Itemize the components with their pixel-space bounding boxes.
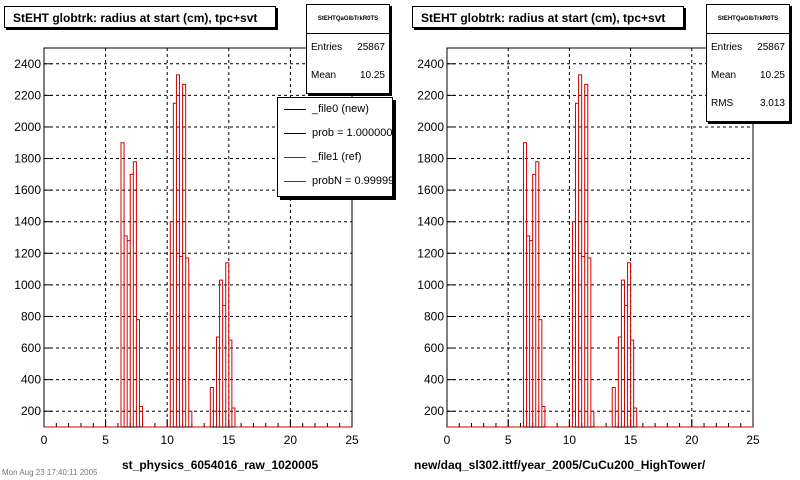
right-stats-name: StEHTQaGlbTrkR0TS — [707, 5, 789, 34]
right-x-tick-label: 10 — [563, 433, 577, 447]
right-y-tick-label: 1200 — [417, 246, 444, 260]
left-y-tick-label: 1600 — [14, 183, 41, 197]
left-x-tick-label: 5 — [102, 433, 109, 447]
right-stats-rms-row: RMS 3.013 — [707, 90, 789, 118]
left-chart-title: StEHT globtrk: radius at start (cm), tpc… — [4, 6, 276, 28]
right-y-tick-label: 1600 — [417, 183, 444, 197]
right-stats-mean-value: 10.25 — [759, 70, 785, 81]
right-stats-mean-label: Mean — [711, 70, 737, 81]
legend-swatch-ref — [284, 157, 306, 158]
right-y-tick-label: 600 — [424, 341, 444, 355]
right-y-tick-label: 200 — [424, 404, 444, 418]
left-stats-mean-row: Mean 10.25 — [307, 62, 389, 90]
right-y-tick-label: 400 — [424, 373, 444, 387]
left-y-tick-label: 600 — [21, 341, 41, 355]
left-stats-entries-row: Entries 25867 — [307, 34, 389, 62]
right-stats-rms-value: 3.013 — [759, 98, 785, 109]
right-stats-entries-label: Entries — [711, 42, 743, 53]
legend-label-probn: probN = 0.999999 — [312, 175, 393, 187]
legend-label-prob: prob = 1.000000 — [312, 127, 393, 139]
left-y-tick-label: 2000 — [14, 120, 41, 134]
timestamp-footer: Mon Aug 23 17:40:11 2005 — [2, 468, 98, 477]
right-x-tick-label: 0 — [444, 433, 451, 447]
legend-swatch-new — [284, 109, 306, 110]
legend-item-new: _file0 (new) — [278, 98, 392, 122]
legend-item-probn: probN = 0.999999 — [278, 170, 392, 194]
left-stats-mean-value: 10.25 — [359, 70, 385, 81]
left-stats-box: StEHTQaGlbTrkR0TS Entries 25867 Mean 10.… — [306, 4, 390, 94]
legend-item-prob: prob = 1.000000 — [278, 122, 392, 146]
right-x-tick-label: 20 — [685, 433, 699, 447]
left-x-tick-label: 10 — [161, 433, 175, 447]
right-y-tick-label: 800 — [424, 309, 444, 323]
right-stats-entries-row: Entries 25867 — [707, 34, 789, 62]
legend: _file0 (new) prob = 1.000000 _file1 (ref… — [277, 97, 393, 197]
left-y-tick-label: 800 — [21, 309, 41, 323]
left-y-tick-label: 2400 — [14, 57, 41, 71]
right-x-tick-label: 5 — [505, 433, 512, 447]
left-stats-mean-label: Mean — [311, 70, 337, 81]
left-x-tick-label: 0 — [41, 433, 48, 447]
right-stats-mean-row: Mean 10.25 — [707, 62, 789, 90]
right-stats-box: StEHTQaGlbTrkR0TS Entries 25867 Mean 10.… — [706, 4, 790, 122]
left-stats-name: StEHTQaGlbTrkR0TS — [307, 5, 389, 34]
legend-swatch-prob — [284, 133, 306, 134]
left-y-tick-label: 1200 — [14, 246, 41, 260]
left-y-tick-label: 400 — [21, 373, 41, 387]
left-y-tick-label: 1400 — [14, 215, 41, 229]
legend-label-new: _file0 (new) — [312, 103, 369, 115]
right-y-tick-label: 2000 — [417, 120, 444, 134]
right-histogram-series — [447, 74, 753, 428]
legend-item-ref: _file1 (ref) — [278, 146, 392, 170]
right-x-tick-label: 25 — [746, 433, 760, 447]
right-x-tick-label: 15 — [624, 433, 638, 447]
right-y-tick-label: 1000 — [417, 278, 444, 292]
right-stats-entries-value: 25867 — [757, 42, 785, 53]
left-x-tick-label: 25 — [345, 433, 359, 447]
right-y-tick-label: 2200 — [417, 88, 444, 102]
legend-label-ref: _file1 (ref) — [312, 151, 362, 163]
left-y-tick-label: 1000 — [14, 278, 41, 292]
left-x-axis-label: st_physics_6054016_raw_1020005 — [122, 458, 319, 472]
left-y-tick-label: 1800 — [14, 152, 41, 166]
legend-swatch-probn — [284, 181, 306, 182]
right-plot-frame — [446, 47, 754, 428]
left-stats-entries-value: 25867 — [357, 42, 385, 53]
right-x-axis-label: new/daq_sl302.ittf/year_2005/CuCu200_Hig… — [414, 458, 706, 472]
left-y-tick-label: 2200 — [14, 88, 41, 102]
left-y-tick-label: 200 — [21, 404, 41, 418]
right-chart-title: StEHT globtrk: radius at start (cm), tpc… — [412, 6, 684, 28]
right-y-tick-label: 1400 — [417, 215, 444, 229]
left-histogram-series — [44, 74, 352, 428]
left-stats-entries-label: Entries — [311, 42, 343, 53]
left-x-tick-label: 15 — [222, 433, 236, 447]
left-x-tick-label: 20 — [284, 433, 298, 447]
right-y-tick-label: 1800 — [417, 152, 444, 166]
right-y-tick-label: 2400 — [417, 57, 444, 71]
right-stats-rms-label: RMS — [711, 98, 734, 109]
